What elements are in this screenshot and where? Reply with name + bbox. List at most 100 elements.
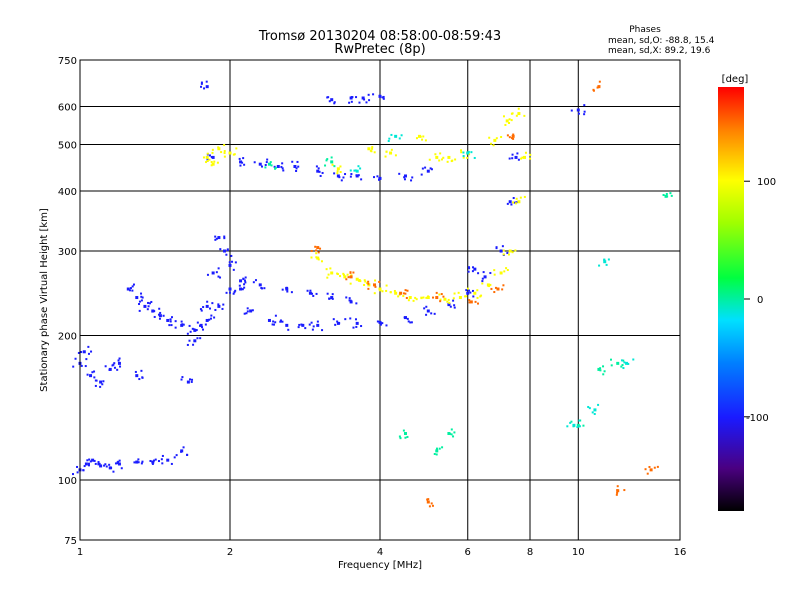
data-point-scatter bbox=[148, 302, 151, 305]
x-tick-label: 4 bbox=[377, 547, 383, 558]
data-point-scatter bbox=[494, 286, 497, 289]
data-point-scatter bbox=[465, 289, 468, 292]
data-point-scatter bbox=[442, 295, 445, 298]
data-point-scatter bbox=[502, 249, 505, 252]
data-point-scatter bbox=[269, 161, 272, 164]
data-point-scatter bbox=[474, 300, 477, 303]
data-point bbox=[135, 460, 139, 464]
data-point-scatter bbox=[662, 193, 665, 196]
data-point-scatter bbox=[310, 249, 313, 252]
data-point-scatter bbox=[160, 458, 163, 461]
data-point-scatter bbox=[508, 157, 511, 160]
data-point-scatter bbox=[243, 312, 246, 315]
data-point-scatter bbox=[529, 157, 532, 160]
data-point bbox=[399, 291, 403, 295]
data-point-scatter bbox=[481, 282, 484, 285]
data-point-scatter bbox=[331, 297, 334, 300]
data-point-scatter bbox=[490, 142, 493, 145]
data-point-scatter bbox=[317, 258, 320, 261]
data-point-scatter bbox=[602, 373, 605, 376]
data-point-scatter bbox=[314, 245, 317, 248]
data-point-scatter bbox=[390, 133, 393, 136]
data-point-scatter bbox=[379, 177, 382, 180]
data-point-scatter bbox=[623, 361, 626, 364]
data-point-scatter bbox=[462, 155, 465, 158]
data-point-scatter bbox=[170, 462, 173, 465]
data-point-scatter bbox=[137, 461, 140, 464]
data-point-scatter bbox=[147, 305, 150, 308]
data-point-scatter bbox=[506, 252, 509, 255]
data-point-scatter bbox=[421, 167, 424, 170]
data-point-scatter bbox=[154, 458, 157, 461]
data-point bbox=[301, 323, 305, 327]
data-point-scatter bbox=[138, 309, 141, 312]
data-point-scatter bbox=[87, 464, 90, 467]
data-point-scatter bbox=[406, 435, 409, 438]
data-point-scatter bbox=[101, 383, 104, 386]
data-point-scatter bbox=[296, 160, 299, 163]
data-point-scatter bbox=[117, 460, 120, 463]
data-point-scatter bbox=[316, 320, 319, 323]
data-point-scatter bbox=[254, 279, 257, 282]
data-point-scatter bbox=[281, 162, 284, 165]
data-point-scatter bbox=[140, 299, 143, 302]
data-point bbox=[473, 291, 477, 295]
data-point-scatter bbox=[358, 101, 361, 104]
data-point-scatter bbox=[394, 154, 397, 157]
data-point-scatter bbox=[468, 301, 471, 304]
data-point-scatter bbox=[84, 365, 87, 368]
data-point-scatter bbox=[311, 328, 314, 331]
data-point-scatter bbox=[588, 407, 591, 410]
stats-line-o: mean, sd,O: -88.8, 15.4 bbox=[608, 36, 715, 46]
data-point-scatter bbox=[467, 289, 470, 292]
data-point bbox=[649, 468, 653, 472]
data-point bbox=[180, 323, 184, 327]
data-point-scatter bbox=[338, 322, 341, 325]
data-point-scatter bbox=[434, 153, 437, 156]
data-point-scatter bbox=[180, 450, 183, 453]
data-point-scatter bbox=[211, 302, 214, 305]
data-point-scatter bbox=[389, 291, 392, 294]
data-point-scatter bbox=[502, 284, 505, 287]
data-point-scatter bbox=[214, 238, 217, 241]
data-point-scatter bbox=[599, 367, 602, 370]
data-point-scatter bbox=[621, 364, 624, 367]
data-point-scatter bbox=[287, 328, 290, 331]
x-tick-label: 10 bbox=[572, 547, 585, 558]
data-point-scatter bbox=[217, 146, 220, 149]
data-point-scatter bbox=[506, 269, 509, 272]
data-point-scatter bbox=[593, 413, 596, 416]
data-point-scatter bbox=[140, 295, 143, 298]
data-point-scatter bbox=[587, 405, 590, 408]
data-point-scatter bbox=[415, 298, 418, 301]
data-point bbox=[355, 321, 359, 325]
data-point-scatter bbox=[583, 113, 586, 116]
data-point-scatter bbox=[505, 267, 508, 270]
data-point-scatter bbox=[220, 151, 223, 154]
data-point-scatter bbox=[511, 112, 514, 115]
data-point bbox=[435, 155, 439, 159]
data-point-scatter bbox=[462, 151, 465, 154]
data-point-scatter bbox=[118, 459, 121, 462]
data-point-scatter bbox=[328, 100, 331, 103]
data-point-scatter bbox=[373, 176, 376, 179]
data-point-scatter bbox=[87, 345, 90, 348]
data-point-scatter bbox=[388, 137, 391, 140]
data-point-scatter bbox=[159, 311, 162, 314]
data-point-scatter bbox=[94, 379, 97, 382]
stats-line-x: mean, sd,X: 89.2, 19.6 bbox=[608, 46, 711, 56]
data-point-scatter bbox=[376, 320, 379, 323]
data-point-scatter bbox=[511, 157, 514, 160]
data-point-scatter bbox=[140, 369, 143, 372]
data-point bbox=[576, 108, 580, 112]
data-point-scatter bbox=[226, 249, 229, 252]
data-point-scatter bbox=[353, 169, 356, 172]
chart-subtitle: RwPretec (8p) bbox=[334, 42, 425, 57]
data-point-scatter bbox=[435, 453, 438, 456]
data-point-scatter bbox=[425, 313, 428, 316]
data-point-scatter bbox=[481, 280, 484, 283]
data-point-scatter bbox=[351, 96, 354, 99]
data-point-scatter bbox=[149, 459, 152, 462]
data-point-scatter bbox=[582, 424, 585, 427]
